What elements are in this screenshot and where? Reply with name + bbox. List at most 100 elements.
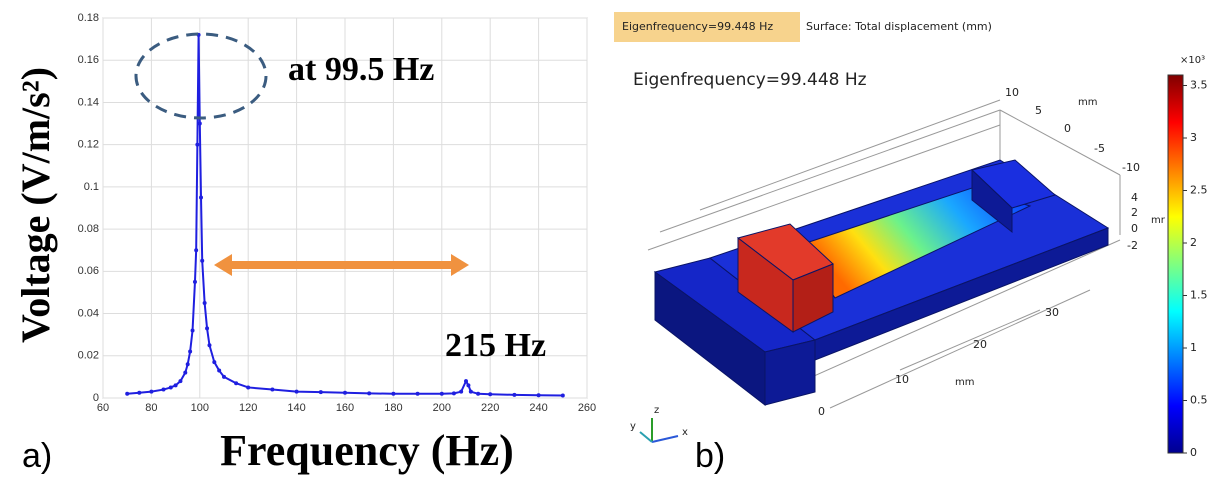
axis-tick-label: 4 <box>1131 191 1138 204</box>
x-tick-label: 260 <box>578 402 596 414</box>
y-tick-label: 0.14 <box>78 96 99 108</box>
axis-tick-label: 0 <box>1131 222 1138 235</box>
data-point <box>178 379 182 383</box>
data-point <box>205 326 209 330</box>
panel-label: a) <box>22 437 52 475</box>
data-point <box>203 301 207 305</box>
axis-unit: mr <box>1151 215 1166 226</box>
data-point <box>319 390 323 394</box>
colorbar-tick-label: 0.5 <box>1190 394 1208 407</box>
data-point <box>195 143 199 147</box>
colorbar-tick-label: 2 <box>1190 236 1197 249</box>
x-tick-label: 180 <box>384 402 402 414</box>
data-point <box>246 385 250 389</box>
axis-unit: mm <box>1078 97 1097 108</box>
data-point <box>194 248 198 252</box>
data-point <box>174 383 178 387</box>
axis-tick-label: 0 <box>1064 122 1071 135</box>
data-point <box>183 371 187 375</box>
x-tick-label: 160 <box>336 402 354 414</box>
data-point <box>537 393 541 397</box>
data-point <box>186 362 190 366</box>
data-point <box>391 392 395 396</box>
data-point <box>198 122 202 126</box>
data-point <box>149 390 153 394</box>
x-tick-label: 220 <box>481 402 499 414</box>
data-point <box>464 379 468 383</box>
data-point <box>137 391 141 395</box>
data-point <box>459 390 463 394</box>
y-tick-label: 0.12 <box>78 139 99 151</box>
plot-title: Eigenfrequency=99.448 Hz <box>633 70 867 90</box>
data-point <box>191 328 195 332</box>
axis-tick-label: -2 <box>1127 239 1138 252</box>
page: {"chart_data": {"type": "line", "x": [70… <box>0 0 1225 480</box>
data-point <box>440 392 444 396</box>
data-point <box>200 259 204 263</box>
triad-label: y <box>630 421 636 432</box>
x-tick-label: 140 <box>287 402 305 414</box>
header-label: Eigenfrequency=99.448 Hz <box>622 20 773 33</box>
header-text: Surface: Total displacement (mm) <box>806 20 992 33</box>
data-point <box>222 375 226 379</box>
data-point <box>270 388 274 392</box>
data-point <box>452 391 456 395</box>
x-tick-label: 200 <box>433 402 451 414</box>
axis-tick-label: -5 <box>1094 142 1105 155</box>
data-point <box>416 392 420 396</box>
colorbar-tick-label: 0 <box>1190 446 1197 459</box>
axis-tick-label: 2 <box>1131 206 1138 219</box>
data-point <box>169 385 173 389</box>
axis-tick-label: 10 <box>895 373 909 386</box>
y-tick-label: 0.06 <box>78 265 99 277</box>
x-tick-label: 80 <box>145 402 157 414</box>
y-tick-label: 0.16 <box>78 54 99 66</box>
y-tick-label: 0.08 <box>78 223 99 235</box>
data-point <box>125 392 129 396</box>
axis-tick-label: 10 <box>1005 86 1019 99</box>
x-tick-label: 60 <box>97 402 109 414</box>
data-point <box>193 280 197 284</box>
x-tick-label: 100 <box>191 402 209 414</box>
model <box>655 160 1108 405</box>
data-point <box>162 388 166 392</box>
colorbar-tick-label: 3 <box>1190 131 1197 144</box>
data-point <box>476 392 480 396</box>
x-tick-label: 240 <box>529 402 547 414</box>
data-point <box>488 392 492 396</box>
y-axis-label: Voltage (V/m/s²) <box>13 67 58 343</box>
annotation: 215 Hz <box>445 327 546 364</box>
axis-tick-label: -10 <box>1122 161 1140 174</box>
colorbar-tick-label: 2.5 <box>1190 184 1208 197</box>
x-tick-label: 120 <box>239 402 257 414</box>
triad-label: x <box>682 427 688 438</box>
colorbar-multiplier: ×10³ <box>1180 55 1205 66</box>
figure: 00.020.040.060.080.10.120.140.160.186080… <box>0 0 1225 480</box>
data-point <box>217 369 221 373</box>
annotation: at 99.5 Hz <box>288 51 434 88</box>
panel-label: b) <box>695 437 725 475</box>
axis-tick-label: 30 <box>1045 306 1059 319</box>
data-point <box>207 343 211 347</box>
colorbar-tick-label: 1 <box>1190 341 1197 354</box>
axis-tick-label: 0 <box>818 405 825 418</box>
data-point <box>343 391 347 395</box>
data-point <box>561 393 565 397</box>
axis-unit: mm <box>955 377 974 388</box>
data-point <box>295 390 299 394</box>
data-point <box>199 195 203 199</box>
colorbar-tick-label: 1.5 <box>1190 289 1208 302</box>
y-tick-label: 0.02 <box>78 350 99 362</box>
data-point <box>469 390 473 394</box>
data-point <box>188 350 192 354</box>
data-point <box>212 360 216 364</box>
data-point <box>466 383 470 387</box>
triad <box>640 418 678 442</box>
axis-tick-label: 20 <box>973 338 987 351</box>
data-point <box>512 393 516 397</box>
axis-tick-label: 5 <box>1035 104 1042 117</box>
triad-label: z <box>654 405 659 416</box>
y-tick-label: 0.1 <box>84 181 99 193</box>
data-point <box>234 381 238 385</box>
colorbar-tick-label: 3.5 <box>1190 79 1208 92</box>
